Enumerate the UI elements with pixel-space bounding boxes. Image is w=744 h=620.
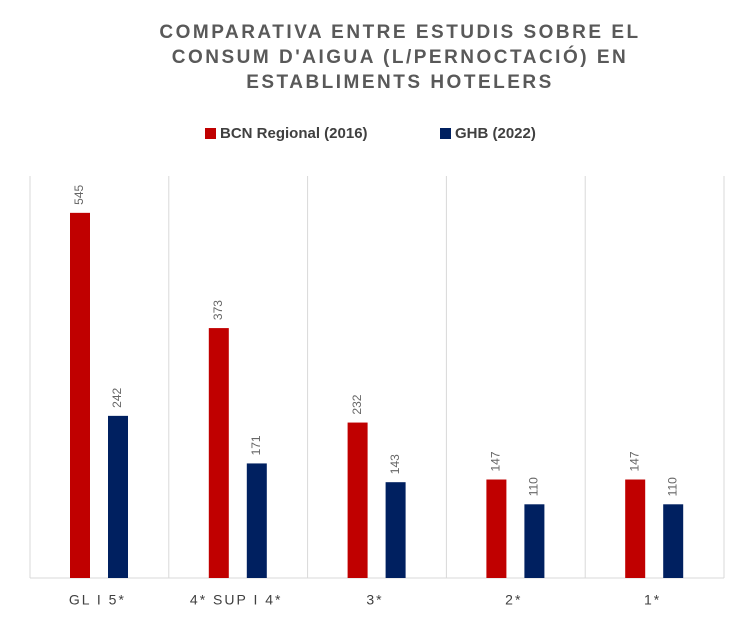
bar <box>246 463 267 578</box>
bar <box>486 479 507 578</box>
bar <box>385 482 406 578</box>
legend-label: BCN Regional (2016) <box>220 125 368 142</box>
value-label: 147 <box>489 451 503 471</box>
bar <box>524 504 545 578</box>
x-tick-label: 3* <box>366 592 383 608</box>
bar <box>663 504 684 578</box>
value-label: 232 <box>350 394 364 414</box>
value-label: 110 <box>665 477 679 496</box>
bar <box>625 479 646 578</box>
bar <box>208 328 229 578</box>
value-label: 373 <box>211 300 225 320</box>
legend-swatch <box>205 128 216 139</box>
x-tick-label: 2* <box>505 592 522 608</box>
value-label: 242 <box>110 388 124 408</box>
legend-label: GHB (2022) <box>455 125 536 142</box>
bar <box>347 422 368 578</box>
value-label: 545 <box>72 185 86 205</box>
value-label: 171 <box>249 435 263 455</box>
legend-swatch <box>440 128 451 139</box>
bar <box>70 212 90 578</box>
value-label: 147 <box>627 451 641 471</box>
value-label: 110 <box>527 477 541 496</box>
x-tick-label: 1* <box>644 592 661 608</box>
x-tick-label: GL I 5* <box>69 592 126 608</box>
bar <box>108 415 128 578</box>
chart-title: COMPARATIVA ENTRE ESTUDIS SOBRE EL CONSU… <box>159 22 641 93</box>
value-label: 143 <box>388 454 402 474</box>
x-tick-label: 4* SUP I 4* <box>190 592 283 608</box>
